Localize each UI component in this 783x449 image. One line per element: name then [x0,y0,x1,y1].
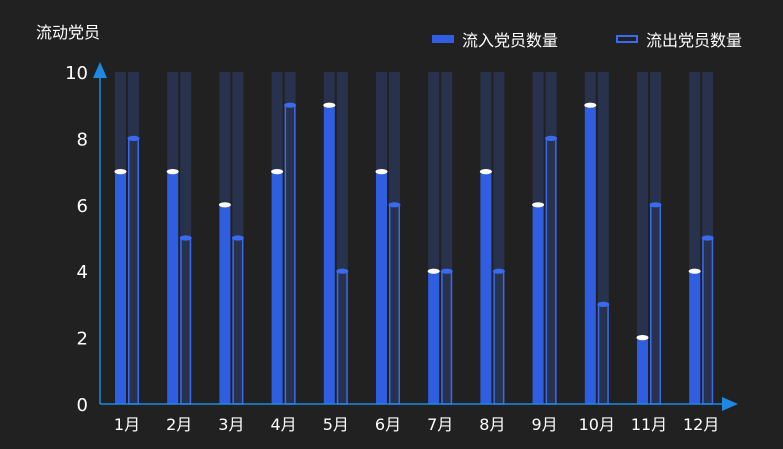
y-tick-label: 4 [77,262,88,283]
legend: 流入党员数量 流出党员数量 [0,27,783,51]
x-tick-label: 6月 [375,415,401,434]
bar-track [650,72,661,404]
inflow-bar-cap [636,335,649,341]
x-tick-label: 2月 [166,415,192,434]
inflow-bar-cap [323,102,336,108]
inflow-bar-cap [688,268,701,274]
inflow-bar [480,171,492,404]
inflow-bar-cap [166,169,179,175]
inflow-bar [376,171,387,404]
x-axis-arrow [722,397,738,411]
y-tick-label: 2 [77,329,88,350]
x-tick-label: 1月 [114,415,140,434]
inflow-bar [115,171,126,404]
bar-track [428,72,440,404]
inflow-bar [219,204,231,404]
inflow-bar-cap [584,102,597,108]
legend-swatch-inflow [432,35,454,43]
bar-track [284,72,296,404]
outflow-bar-cap [284,102,297,108]
bar-track [689,72,701,404]
x-tick-label: 11月 [631,415,667,434]
outflow-bar-cap [649,202,662,208]
inflow-bar-cap [479,169,492,175]
x-tick-label: 4月 [271,415,297,434]
inflow-bar-cap [218,202,231,208]
inflow-bar-cap [271,169,284,175]
bar-track [441,72,453,404]
x-tick-label: 10月 [579,415,615,434]
inflow-bar-cap [532,202,545,208]
bar-track [597,72,609,404]
y-tick-label: 6 [77,196,88,217]
inflow-bar [271,171,283,404]
outflow-bar-cap [492,268,505,274]
legend-item-inflow[interactable]: 流入党员数量 [432,27,558,51]
bar-track [493,72,505,404]
x-tick-label: 5月 [323,415,349,434]
inflow-bar [532,204,544,404]
inflow-bar [584,105,596,404]
y-axis-arrow [93,62,107,78]
outflow-bar-cap [388,202,401,208]
inflow-bar-cap [427,268,440,274]
inflow-bar-cap [375,169,388,175]
outflow-bar-cap [231,235,244,241]
inflow-bar [689,271,701,404]
inflow-bar [167,171,179,404]
bar-track [336,72,348,404]
outflow-bar-cap [127,135,140,141]
inflow-bar [637,337,648,404]
x-tick-label: 7月 [427,415,453,434]
y-tick-label: 0 [77,395,88,416]
x-tick-label: 12月 [683,415,719,434]
y-tick-label: 8 [77,129,88,150]
inflow-bar [323,105,335,404]
legend-swatch-outflow [616,35,638,43]
inflow-bar [428,271,440,404]
outflow-bar-cap [597,301,610,307]
y-tick-label: 10 [65,63,88,84]
bar-track [128,72,139,404]
outflow-bar-cap [336,268,349,274]
outflow-bar-cap [179,235,192,241]
bar-track [389,72,400,404]
x-tick-label: 9月 [532,415,558,434]
bar-track [545,72,557,404]
outflow-bar-cap [440,268,453,274]
legend-label-inflow: 流入党员数量 [462,31,559,50]
legend-label-outflow: 流出党员数量 [646,31,743,50]
y-axis-title: 流动党员 [36,23,101,42]
outflow-bar-cap [545,135,558,141]
bar-track [637,72,648,404]
x-tick-label: 8月 [479,415,505,434]
legend-item-outflow[interactable]: 流出党员数量 [616,27,742,51]
inflow-bar-cap [114,169,127,175]
outflow-bar-cap [701,235,714,241]
x-tick-label: 3月 [218,415,244,434]
